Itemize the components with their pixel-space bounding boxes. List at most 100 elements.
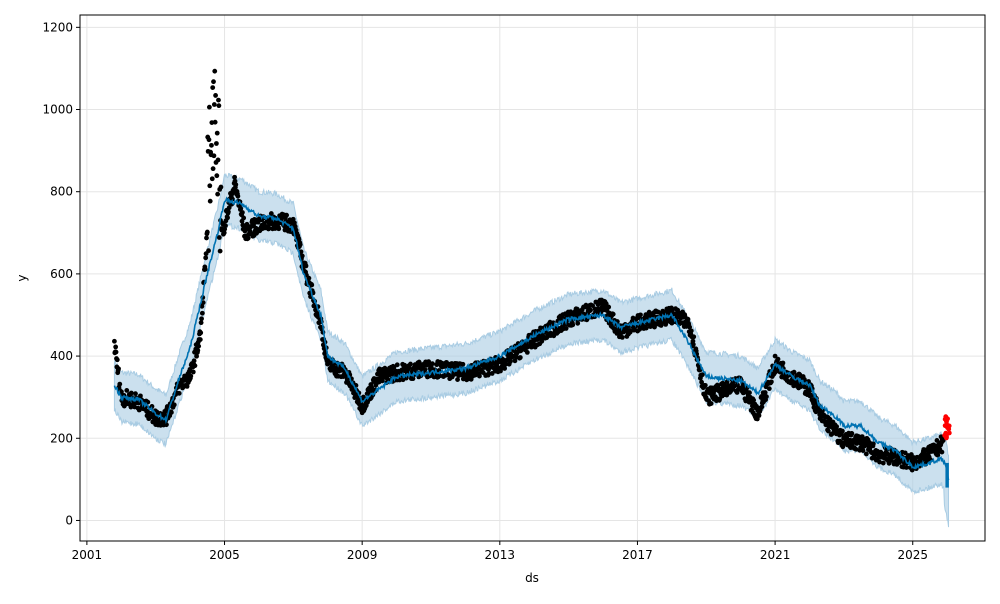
observed-point bbox=[117, 381, 123, 387]
observed-point bbox=[214, 173, 220, 179]
observed-point bbox=[394, 362, 400, 368]
observed-point bbox=[218, 184, 224, 190]
observed-point bbox=[171, 402, 177, 408]
observed-point bbox=[230, 196, 235, 202]
observed-point bbox=[780, 360, 786, 366]
observed-point bbox=[116, 366, 121, 372]
observed-point bbox=[775, 356, 781, 362]
observed-point bbox=[211, 79, 216, 85]
observed-point bbox=[215, 191, 221, 197]
observed-point bbox=[268, 211, 274, 216]
observed-point bbox=[391, 365, 397, 370]
observed-point bbox=[195, 348, 201, 353]
observed-point bbox=[210, 85, 216, 90]
y-tick-label: 0 bbox=[65, 513, 73, 527]
observed-point bbox=[708, 401, 714, 406]
y-tick-label: 200 bbox=[50, 431, 73, 445]
observed-point bbox=[570, 322, 576, 328]
x-tick-label: 2025 bbox=[897, 548, 928, 562]
observed-point bbox=[303, 263, 309, 269]
x-axis-label: ds bbox=[525, 571, 539, 585]
observed-point bbox=[114, 357, 120, 363]
uncertainty-band bbox=[113, 172, 950, 528]
y-tick-label: 1000 bbox=[42, 103, 73, 117]
observed-point bbox=[176, 390, 182, 396]
y-tick-label: 800 bbox=[50, 185, 73, 199]
observed-point bbox=[306, 275, 312, 281]
x-tick-label: 2013 bbox=[485, 548, 516, 562]
observed-point bbox=[199, 310, 205, 316]
observed-point bbox=[204, 229, 210, 235]
x-tick-label: 2005 bbox=[209, 548, 240, 562]
observed-point bbox=[204, 235, 209, 241]
observed-point bbox=[747, 390, 752, 396]
observed-point bbox=[904, 465, 909, 470]
observed-point bbox=[194, 353, 199, 359]
observed-point bbox=[762, 390, 768, 395]
observed-point bbox=[207, 198, 213, 204]
observed-point bbox=[284, 212, 290, 218]
observed-point bbox=[512, 358, 518, 364]
observed-point bbox=[164, 422, 169, 428]
observed-point bbox=[191, 358, 197, 364]
observed-point bbox=[210, 166, 216, 172]
observed-point bbox=[606, 304, 612, 310]
observed-point bbox=[759, 404, 765, 410]
observed-point bbox=[853, 446, 859, 452]
observed-point bbox=[232, 174, 237, 180]
observed-point bbox=[508, 358, 513, 364]
observed-point bbox=[880, 460, 886, 466]
observed-point bbox=[212, 68, 218, 74]
recent-point bbox=[943, 414, 949, 420]
observed-point bbox=[575, 320, 581, 326]
observed-point bbox=[245, 235, 251, 241]
observed-point bbox=[870, 441, 876, 447]
forecast-line bbox=[113, 196, 950, 488]
observed-point bbox=[524, 350, 530, 355]
observed-point bbox=[149, 404, 155, 409]
observed-point bbox=[225, 209, 231, 215]
observed-point bbox=[825, 428, 831, 434]
observed-point bbox=[756, 413, 762, 418]
observed-point bbox=[198, 320, 204, 326]
observed-point bbox=[184, 383, 190, 389]
observed-point bbox=[199, 303, 205, 309]
observed-point bbox=[840, 428, 845, 434]
observed-point bbox=[860, 448, 866, 453]
observed-point bbox=[297, 242, 303, 247]
observed-point bbox=[199, 316, 204, 322]
interval-area bbox=[113, 172, 950, 528]
observed-point bbox=[212, 119, 218, 125]
observed-point bbox=[209, 142, 214, 148]
observed-point bbox=[217, 248, 223, 254]
observed-point bbox=[588, 307, 593, 313]
observed-point bbox=[791, 369, 797, 375]
observed-point bbox=[113, 344, 119, 350]
observed-point bbox=[460, 361, 466, 367]
observed-point bbox=[233, 182, 239, 188]
observed-point bbox=[112, 338, 117, 344]
observed-point bbox=[213, 93, 218, 98]
observed-point bbox=[410, 376, 416, 382]
y-tick-label: 400 bbox=[50, 349, 73, 363]
observed-point bbox=[455, 377, 460, 382]
observed-point bbox=[627, 329, 633, 335]
observed-point bbox=[190, 369, 196, 375]
observed-point bbox=[276, 226, 282, 232]
observed-point bbox=[238, 206, 244, 212]
plot-frame bbox=[79, 14, 986, 542]
observed-point bbox=[658, 323, 664, 328]
observed-point bbox=[563, 326, 569, 331]
observed-point bbox=[216, 97, 221, 103]
observed-point bbox=[133, 391, 138, 397]
y-tick-label: 600 bbox=[50, 267, 73, 281]
observed-point bbox=[209, 176, 215, 182]
observed-point bbox=[138, 393, 143, 399]
x-tick-label: 2021 bbox=[760, 548, 791, 562]
yhat-line bbox=[113, 196, 950, 481]
observed-point bbox=[863, 451, 869, 457]
x-tick-label: 2009 bbox=[347, 548, 378, 562]
observed-point bbox=[235, 193, 241, 199]
observed-point bbox=[655, 309, 661, 315]
